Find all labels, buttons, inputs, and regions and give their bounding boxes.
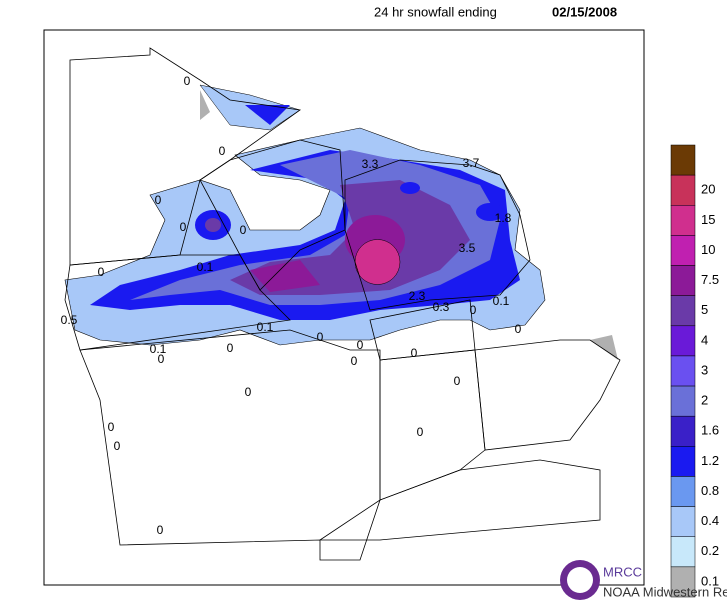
station-value: 3.3	[362, 157, 379, 171]
station-value: 0	[417, 425, 424, 439]
legend-label: 5	[701, 302, 708, 317]
station-value: 0	[180, 220, 187, 234]
station-value: 0	[158, 352, 165, 366]
station-value: 0	[155, 193, 162, 207]
station-value: 0	[98, 265, 105, 279]
legend-label: 3	[701, 362, 708, 377]
legend-label: 0.2	[701, 543, 719, 558]
logo-emblem-inner	[567, 567, 593, 593]
station-value: 0	[245, 385, 252, 399]
logo-subtitle: NOAA Midwestern Regional Climate Center	[603, 584, 727, 599]
legend-label: 20	[701, 182, 715, 197]
title: 24 hr snowfall ending	[374, 4, 497, 19]
snowfall-contours	[64, 84, 618, 360]
legend-label: 15	[701, 212, 715, 227]
station-value: 1.8	[495, 211, 512, 225]
station-value: 0	[227, 341, 234, 355]
station-value: 0.1	[150, 342, 167, 356]
date: 02/15/2008	[552, 4, 617, 19]
legend-label: 0.4	[701, 513, 719, 528]
legend-label: 4	[701, 332, 708, 347]
legend-label: 2	[701, 393, 708, 408]
legend-swatch	[670, 506, 696, 537]
station-value: 0	[470, 303, 477, 317]
legend-swatch	[670, 446, 696, 477]
station-value: 0	[108, 420, 115, 434]
station-value: 0.5	[61, 313, 78, 327]
legend: 20 15 10 7.5 5 4 3 2 1.6 1.2 0.8 0.4 0.2 0.1	[670, 144, 719, 598]
legend-swatch	[670, 174, 696, 206]
station-value: 0	[317, 330, 324, 344]
station-value: 0	[411, 346, 418, 360]
legend-label: 10	[701, 242, 715, 257]
station-value: 0	[515, 322, 522, 336]
legend-label: 1.6	[701, 423, 719, 438]
station-value: 0	[454, 374, 461, 388]
legend-swatch	[670, 536, 696, 568]
legend-swatch	[670, 325, 696, 357]
legend-swatch	[670, 205, 696, 236]
station-value: 0.1	[493, 294, 510, 308]
logo-name: MRCC	[603, 564, 642, 579]
station-value: 0	[351, 354, 358, 368]
legend-swatch	[670, 566, 696, 598]
legend-swatch	[670, 476, 696, 507]
legend-label: 0.1	[701, 573, 719, 588]
legend-label: 7.5	[701, 272, 719, 287]
station-value: 0	[184, 74, 191, 88]
legend-swatch	[670, 355, 696, 387]
logo: MRCC NOAA Midwestern Regional Climate Ce…	[560, 560, 727, 600]
legend-label: 0.8	[701, 483, 719, 498]
station-value: 0.1	[197, 260, 214, 274]
station-value: 0	[357, 338, 364, 352]
legend-label: 1.2	[701, 453, 719, 468]
station-value: 3.7	[463, 156, 480, 170]
state-borders	[64, 47, 621, 561]
station-value: 0	[219, 144, 226, 158]
legend-swatch	[670, 144, 696, 176]
station-value: 2.3	[409, 289, 426, 303]
station-value: 3.5	[459, 241, 476, 255]
station-value: 0	[240, 223, 247, 237]
legend-swatch	[670, 295, 696, 327]
legend-swatch	[670, 415, 696, 447]
station-value: 0	[157, 523, 164, 537]
legend-swatch	[670, 265, 696, 296]
station-value: 0	[114, 439, 121, 453]
station-value: 0.3	[433, 300, 450, 314]
legend-swatch	[670, 385, 696, 417]
station-value: 0.1	[257, 320, 274, 334]
legend-swatch	[670, 235, 696, 266]
